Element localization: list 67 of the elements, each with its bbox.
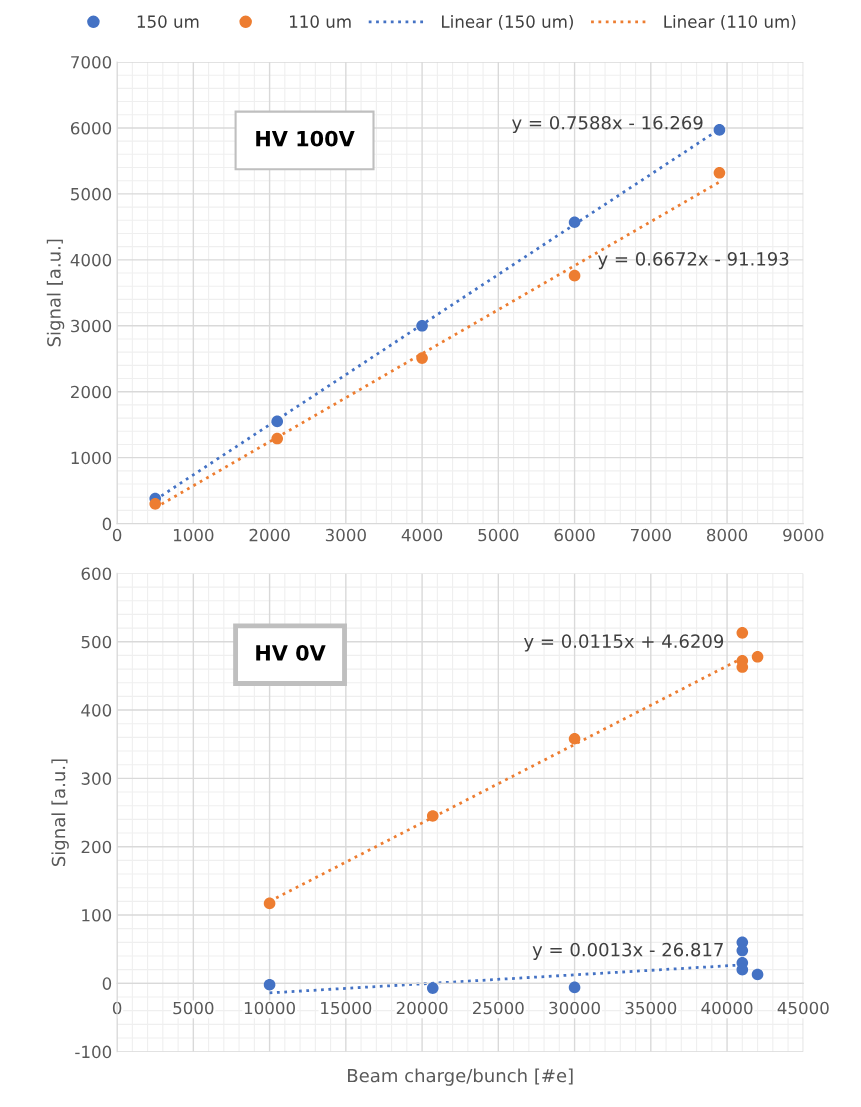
x-tick-label: 20000 (396, 1001, 448, 1015)
x-tick-label: 15000 (321, 1001, 372, 1015)
annotation: y = 0.0115x + 4.6209 (524, 634, 724, 652)
annotation: HV 0V (256, 645, 326, 661)
y-tick-label: 1000 (71, 451, 112, 465)
point (713, 166, 726, 179)
y-tick-label: 5000 (71, 187, 112, 201)
point (568, 981, 581, 994)
x-tick-label: 2000 (249, 528, 290, 542)
point (568, 216, 581, 229)
y-tick-label: 0 (102, 517, 112, 531)
legend-label: 110 um (289, 15, 351, 28)
x-tick-label: 1000 (173, 528, 214, 542)
point (426, 810, 439, 822)
x-tick-label: 30000 (549, 1001, 600, 1015)
y-tick-label: 300 (81, 772, 112, 785)
y-tick-label: 2000 (71, 385, 112, 399)
y-axis-title: Signal [a.u.] (51, 759, 69, 866)
x-tick-label: 40000 (701, 1001, 753, 1015)
point (713, 124, 726, 136)
y-tick-label: -100 (75, 1045, 112, 1059)
legend-label: 150 um (137, 15, 199, 28)
x-tick-label: 8000 (706, 528, 748, 542)
x-tick-label: 45000 (777, 1001, 829, 1015)
point (751, 650, 764, 663)
y-tick-label: 500 (81, 635, 112, 649)
x-tick-label: 3000 (325, 528, 366, 542)
x-tick-label: 35000 (625, 1001, 677, 1015)
point (149, 498, 162, 510)
y-tick-label: 200 (81, 840, 112, 854)
y-tick-label: 600 (81, 567, 112, 580)
point (416, 319, 428, 332)
x-tick-label: 7000 (630, 528, 671, 542)
y-tick-label: 3000 (71, 319, 112, 333)
x-tick-label: 0 (112, 1001, 122, 1015)
x-tick-label: 25000 (473, 1001, 524, 1015)
point (263, 897, 276, 910)
y-axis-title: Signal [a.u.] (46, 239, 65, 347)
x-tick-label: 5000 (173, 1001, 214, 1015)
x-tick-label: 10000 (244, 1001, 295, 1015)
y-tick-label: 100 (82, 908, 112, 922)
x-tick-label: 5000 (478, 528, 519, 542)
annotation: y = 0.6672x - 91.193 (597, 252, 789, 270)
point (568, 732, 581, 745)
x-tick-label: 4000 (401, 528, 443, 542)
y-tick-label: 7000 (71, 55, 112, 69)
x-tick-label: 6000 (554, 528, 595, 542)
legend-label: Linear (110 um) (664, 15, 796, 30)
point (263, 978, 276, 991)
point (416, 352, 428, 364)
x-axis-title: Beam charge/bunch [#e] (348, 1068, 573, 1086)
point (271, 432, 284, 445)
point (751, 968, 764, 981)
x-tick-label: 9000 (783, 528, 824, 542)
y-tick-label: 6000 (70, 121, 112, 135)
point (736, 627, 749, 639)
legend-label: Linear (150 um) (442, 15, 573, 30)
y-tick-label: 0 (102, 977, 112, 990)
annotation: y = 0.7588x - 16.269 (512, 115, 703, 134)
x-tick-label: 0 (112, 528, 122, 542)
point (271, 415, 284, 428)
y-tick-label: 400 (81, 704, 112, 717)
annotation: HV 100V (256, 130, 355, 147)
point (568, 269, 581, 282)
annotation: y = 0.0013x - 26.817 (532, 942, 723, 960)
point (426, 982, 439, 994)
y-tick-label: 4000 (70, 253, 112, 267)
